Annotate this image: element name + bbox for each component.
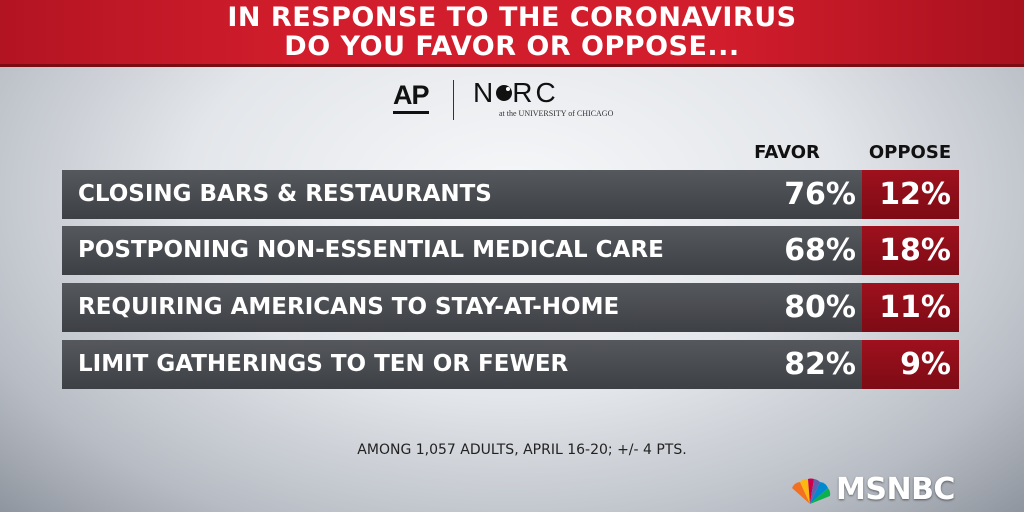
oppose-value: 11% bbox=[862, 283, 959, 332]
footnote: AMONG 1,057 ADULTS, APRIL 16-20; +/- 4 P… bbox=[357, 442, 687, 458]
row-label: POSTPONING NON-ESSENTIAL MEDICAL CARE bbox=[62, 226, 740, 275]
oppose-value: 9% bbox=[862, 340, 959, 389]
norc-globe-icon bbox=[496, 85, 513, 101]
oppose-value: 18% bbox=[862, 226, 959, 275]
norc-logo: N RC bbox=[473, 78, 559, 108]
table-row: LIMIT GATHERINGS TO TEN OR FEWER 82% 9% bbox=[62, 340, 959, 389]
favor-value: 68% bbox=[740, 226, 862, 275]
table-row: CLOSING BARS & RESTAURANTS 76% 12% bbox=[62, 170, 959, 219]
ap-logo: AP bbox=[393, 80, 430, 114]
row-label: REQUIRING AMERICANS TO STAY-AT-HOME bbox=[62, 283, 740, 332]
table-row: POSTPONING NON-ESSENTIAL MEDICAL CARE 68… bbox=[62, 226, 959, 275]
norc-logo-right: RC bbox=[512, 77, 559, 108]
favor-column-header: FAVOR bbox=[754, 142, 820, 163]
favor-value: 80% bbox=[740, 283, 862, 332]
title-line-2: DO YOU FAVOR OR OPPOSE... bbox=[284, 31, 740, 62]
row-label: CLOSING BARS & RESTAURANTS bbox=[62, 170, 740, 219]
title-banner: IN RESPONSE TO THE CORONAVIRUS DO YOU FA… bbox=[0, 0, 1024, 67]
norc-logo-left: N bbox=[473, 77, 497, 108]
peacock-icon bbox=[792, 478, 831, 504]
oppose-value: 12% bbox=[862, 170, 959, 219]
title-line-1: IN RESPONSE TO THE CORONAVIRUS bbox=[227, 2, 797, 33]
source-logos: AP N RC at the UNIVERSITY of CHICAGO bbox=[393, 78, 643, 124]
favor-value: 76% bbox=[740, 170, 862, 219]
network-name: MSNBC bbox=[836, 472, 955, 507]
norc-subtitle: at the UNIVERSITY of CHICAGO bbox=[499, 109, 614, 118]
favor-value: 82% bbox=[740, 340, 862, 389]
oppose-column-header: OPPOSE bbox=[868, 142, 952, 163]
table-row: REQUIRING AMERICANS TO STAY-AT-HOME 80% … bbox=[62, 283, 959, 332]
logo-divider bbox=[453, 80, 454, 120]
row-label: LIMIT GATHERINGS TO TEN OR FEWER bbox=[62, 340, 740, 389]
msnbc-logo: MSNBC bbox=[788, 472, 988, 507]
